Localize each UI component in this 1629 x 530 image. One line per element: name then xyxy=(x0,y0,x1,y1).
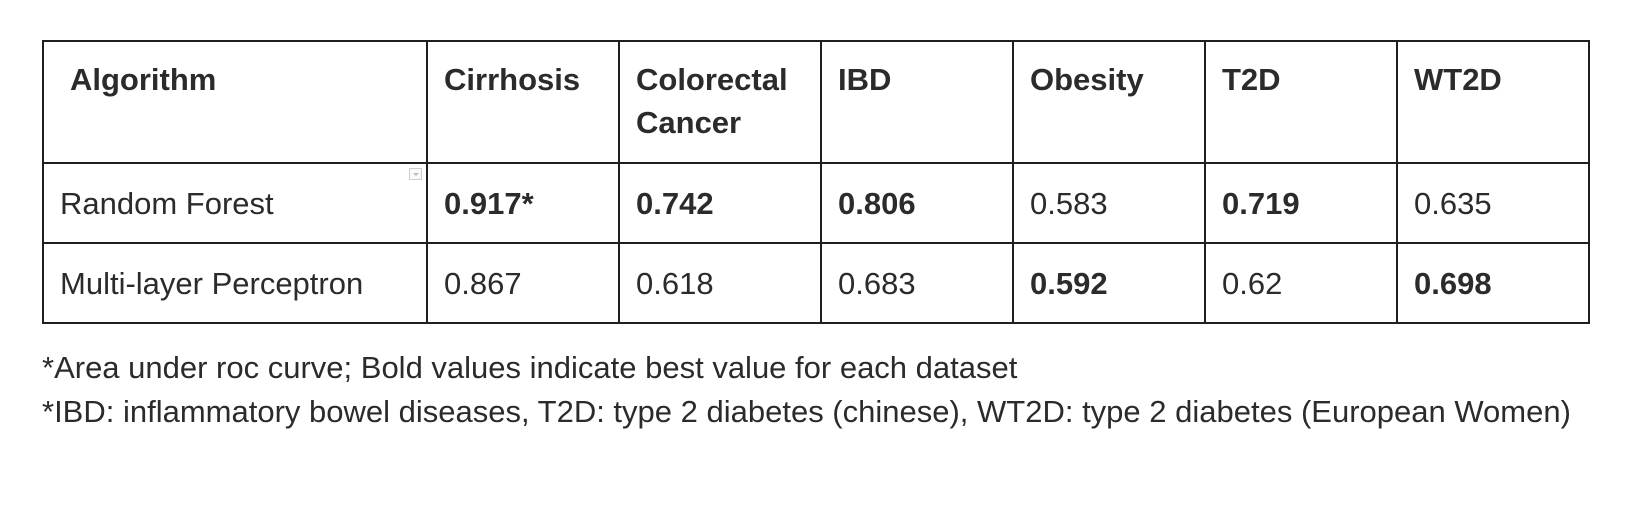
header-cell-algorithm: Algorithm xyxy=(42,40,428,164)
header-cell-t2d: T2D xyxy=(1204,40,1398,164)
table-row: Random Forest 0.917* 0.742 0.806 0.583 0… xyxy=(42,162,1590,244)
header-cell-obesity: Obesity xyxy=(1012,40,1206,164)
score-cell: 0.719 xyxy=(1204,162,1398,244)
score-cell: 0.683 xyxy=(820,242,1014,324)
algorithm-label: Random Forest xyxy=(60,185,274,221)
chevron-down-icon[interactable] xyxy=(409,168,422,180)
header-cell-colorectal-cancer: Colorectal Cancer xyxy=(618,40,822,164)
header-cell-ibd: IBD xyxy=(820,40,1014,164)
score-cell: 0.592 xyxy=(1012,242,1206,324)
header-cell-cirrhosis: Cirrhosis xyxy=(426,40,620,164)
algorithm-cell: Multi-layer Perceptron xyxy=(42,242,428,324)
table-row: Multi-layer Perceptron 0.867 0.618 0.683… xyxy=(42,242,1590,324)
footnote-abbreviations: *IBD: inflammatory bowel diseases, T2D: … xyxy=(42,394,1571,429)
score-cell: 0.583 xyxy=(1012,162,1206,244)
score-cell: 0.635 xyxy=(1396,162,1590,244)
score-cell: 0.742 xyxy=(618,162,822,244)
score-cell: 0.62 xyxy=(1204,242,1398,324)
footnote-auc: *Area under roc curve; Bold values indic… xyxy=(42,350,1018,385)
results-table: Algorithm Cirrhosis Colorectal Cancer IB… xyxy=(42,40,1590,324)
footnotes: *Area under roc curve; Bold values indic… xyxy=(42,346,1602,434)
score-cell: 0.698 xyxy=(1396,242,1590,324)
score-cell: 0.806 xyxy=(820,162,1014,244)
header-row: Algorithm Cirrhosis Colorectal Cancer IB… xyxy=(42,40,1590,164)
score-cell: 0.618 xyxy=(618,242,822,324)
score-cell: 0.867 xyxy=(426,242,620,324)
algorithm-cell: Random Forest xyxy=(42,162,428,244)
header-cell-wt2d: WT2D xyxy=(1396,40,1590,164)
score-cell: 0.917* xyxy=(426,162,620,244)
